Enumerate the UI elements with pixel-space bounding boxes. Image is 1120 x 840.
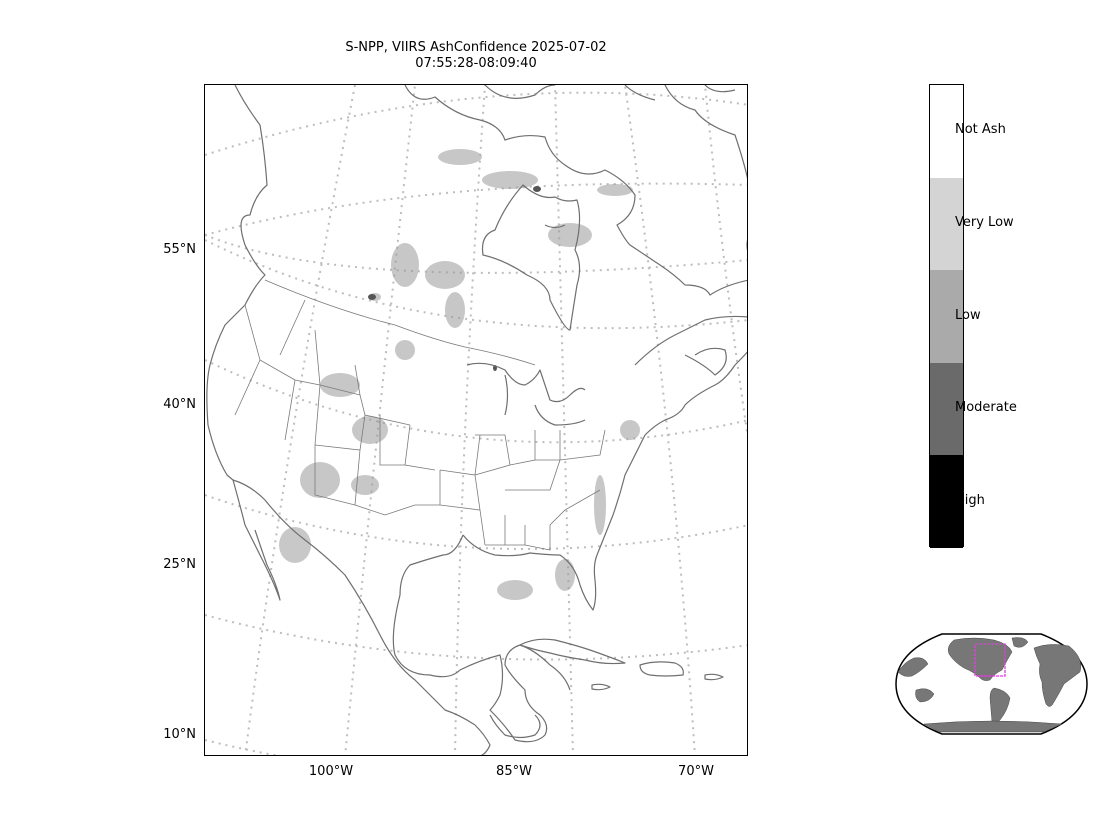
ash-patch — [279, 527, 311, 563]
ash-patch — [597, 184, 633, 196]
ash-patch — [594, 475, 606, 535]
lon-label-100w: 100°W — [308, 764, 354, 779]
inset-europe-africa — [1033, 644, 1082, 707]
inset-land — [897, 637, 1082, 733]
meridian-110w — [244, 85, 356, 755]
title-line-2: 07:55:28-08:09:40 — [415, 56, 537, 71]
colorbar-segment-very-low — [930, 177, 963, 271]
ash-patch — [351, 475, 379, 495]
meridian-60w — [704, 85, 747, 439]
colorbar — [929, 84, 964, 548]
ash-patch — [555, 559, 575, 591]
pacific-coast — [206, 85, 281, 601]
lon-label-85w: 85°W — [496, 764, 532, 779]
lat-label-55n: 55°N — [163, 242, 196, 257]
ash-spot — [368, 294, 376, 300]
lat-label-25n: 25°N — [163, 557, 196, 572]
ash-spot — [533, 186, 541, 192]
gulf-coast — [392, 534, 571, 743]
parallel-20n — [205, 614, 747, 661]
inset-north-america — [947, 637, 1013, 681]
ash-patch — [482, 171, 538, 189]
arctic-islands — [484, 85, 747, 251]
colorbar-segment-low — [930, 270, 963, 363]
inset-australia — [915, 688, 935, 703]
meridian-100w — [344, 85, 416, 755]
gulf-north-coast — [462, 351, 747, 611]
colorbar-label: High — [955, 492, 985, 508]
state-lines — [234, 299, 606, 551]
map-panel — [204, 84, 748, 756]
colorbar-label: Not Ash — [955, 122, 1006, 138]
parallel-50n — [205, 239, 747, 330]
lat-label-10n: 10°N — [163, 727, 196, 742]
inset-antarctica — [923, 720, 1063, 733]
ash-patch — [620, 420, 640, 440]
us-canada-border — [264, 279, 536, 366]
inset-asia-west — [897, 657, 929, 677]
central-america — [474, 714, 541, 755]
hudson-bay — [481, 184, 581, 331]
colorbar-label: Moderate — [955, 400, 1017, 416]
meridian-70w — [624, 85, 696, 755]
inset-greenland — [1011, 637, 1029, 648]
colorbar-segment-moderate — [930, 362, 963, 456]
admin-borders — [234, 279, 606, 551]
ash-patch — [391, 243, 419, 287]
ash-patch — [497, 580, 533, 600]
arctic-coast — [404, 85, 747, 296]
hispaniola — [639, 661, 684, 677]
graticule — [205, 85, 747, 755]
ash-patch — [425, 261, 465, 289]
coastlines — [206, 85, 747, 755]
parallel-10n — [205, 739, 280, 755]
cuba — [519, 638, 626, 665]
ash-patch — [352, 416, 388, 444]
puerto-rico — [704, 673, 724, 681]
colorbar-label: Very Low — [955, 214, 1014, 230]
maritimes-coast — [634, 315, 747, 376]
lon-label-70w: 70°W — [678, 764, 714, 779]
jamaica — [591, 683, 611, 691]
lat-label-40n: 40°N — [163, 397, 196, 412]
ash-strong-spots — [368, 186, 541, 371]
mexico-west-coast — [232, 479, 476, 726]
colorbar-segment-not-ash — [930, 85, 963, 178]
ash-patch — [445, 292, 465, 328]
globe-inset — [895, 633, 1088, 735]
parallel-65n — [205, 91, 747, 156]
great-lakes — [466, 362, 586, 426]
parallel-55n — [205, 234, 747, 274]
ash-signal-layer — [279, 149, 640, 600]
ash-patch — [438, 149, 482, 165]
colorbar-label: Low — [955, 307, 981, 323]
plot-title: S-NPP, VIIRS AshConfidence 2025-07-02 07… — [204, 40, 748, 72]
ash-patch — [395, 340, 415, 360]
colorbar-segment-high — [930, 455, 963, 548]
ash-patch — [548, 223, 592, 247]
parallel-60n — [205, 182, 747, 236]
inset-map-extent-box — [974, 643, 1006, 677]
meridian-90w — [454, 85, 486, 755]
title-line-1: S-NPP, VIIRS AshConfidence 2025-07-02 — [345, 40, 607, 55]
ash-patch — [300, 462, 340, 498]
map-svg — [205, 85, 747, 755]
ash-patch — [320, 373, 360, 397]
